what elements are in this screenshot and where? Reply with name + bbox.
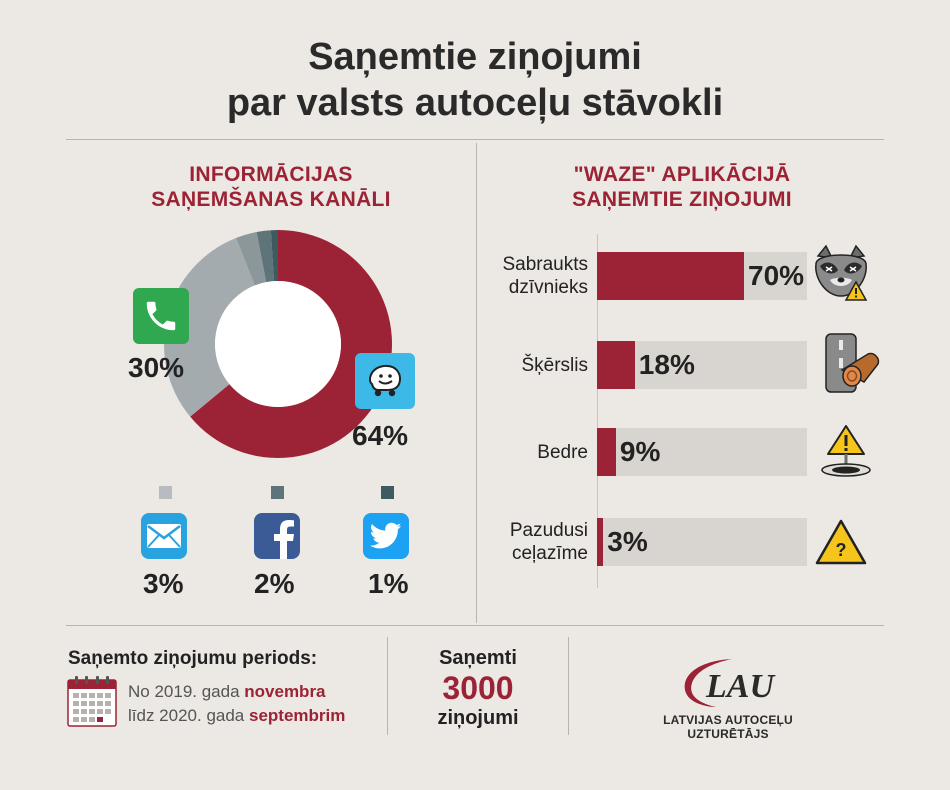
channels-section-title: INFORMĀCIJAS SAŅEMŠANAS KANĀLI — [66, 162, 476, 212]
waze-title-line-2: SAŅEMTIE ZIŅOJUMI — [572, 188, 792, 211]
facebook-icon — [254, 513, 300, 559]
bar-category-label: Pazudusi ceļazīme — [440, 519, 588, 565]
channels-donut-chart — [163, 230, 392, 458]
top-divider — [66, 139, 884, 140]
period-label: Saņemto ziņojumu periods: — [68, 648, 318, 669]
received-unit: ziņojumi — [437, 707, 519, 729]
bar-axis-line — [597, 234, 598, 588]
mail-icon — [141, 513, 187, 559]
lau-logo: LAU — [684, 659, 776, 707]
bar-track — [597, 518, 807, 566]
bar-bedre — [597, 428, 616, 476]
bar-category-label-line: Sabraukts — [502, 254, 588, 275]
bar-value-label: 9% — [619, 436, 661, 467]
bar-value-label: 3% — [607, 526, 648, 557]
raccoon-warning-icon — [815, 244, 868, 301]
waze-section-title: "WAZE" APLIKĀCIJĀ SAŅEMTIE ZIŅOJUMI — [477, 162, 887, 212]
waze-percent-label: 64% — [352, 420, 409, 451]
twitter-percent-label: 1% — [368, 568, 409, 599]
waze-icon — [355, 353, 415, 409]
channels-title-line-2: SAŅEMŠANAS KANĀLI — [151, 188, 391, 211]
calendar-icon — [67, 676, 117, 727]
donut-slice-e-mail — [236, 232, 267, 286]
bar-sabraukts-dz-vnieks — [597, 252, 744, 300]
svg-text:?: ? — [836, 540, 847, 560]
bar-category-label-line: ceļazīme — [511, 543, 588, 564]
bar-track — [597, 428, 807, 476]
facebook-legend-swatch — [271, 486, 284, 499]
mail-legend-swatch — [159, 486, 172, 499]
donut-hole — [215, 281, 341, 407]
period-line-2-prefix: līdz 2020. gada — [128, 706, 249, 725]
missing-sign-icon: ? — [815, 519, 867, 565]
twitter-icon — [363, 513, 409, 559]
phone-percent-label: 30% — [128, 352, 185, 383]
received-count: 3000 — [442, 670, 514, 706]
period-text: No 2019. gada novembra līdz 2020. gada s… — [128, 680, 345, 728]
period-line-1-prefix: No 2019. gada — [128, 682, 245, 701]
period-line-1: No 2019. gada novembra — [128, 680, 345, 704]
title-line-1: Saņemtie ziņojumi — [308, 36, 642, 78]
bar-category-label: Šķērslis — [440, 354, 588, 377]
twitter-legend-swatch — [381, 486, 394, 499]
page-title: Saņemtie ziņojumi par valsts autoceļu st… — [0, 34, 950, 126]
pothole-warning-icon — [821, 425, 871, 477]
road-obstacle-icon — [825, 333, 880, 393]
bar-category-label-line: Pazudusi — [509, 520, 588, 541]
bar-pazudusi-ce-az-me — [597, 518, 604, 566]
donut-slice-facebook — [256, 230, 275, 283]
bar-category-label-line: dzīvnieks — [508, 277, 588, 298]
bar-category-label-line: Bedre — [537, 441, 588, 463]
period-line-2: līdz 2020. gada septembrim — [128, 704, 345, 728]
donut-slice-waze — [190, 230, 392, 458]
footer-divider-1 — [387, 637, 388, 735]
bar-category-label: Bedre — [440, 441, 588, 464]
waze-title-line-1: "WAZE" APLIKĀCIJĀ — [573, 163, 791, 186]
channels-title-line-1: INFORMĀCIJAS — [189, 163, 353, 186]
mail-percent-label: 3% — [143, 568, 184, 599]
bar-category-label-line: Šķērslis — [521, 354, 588, 376]
facebook-percent-label: 2% — [254, 568, 295, 599]
period-start-month: novembra — [244, 682, 326, 701]
org-name: LATVIJAS AUTOCEĻU UZTURĒTĀJS — [663, 713, 793, 741]
received-label: Saņemti — [439, 647, 517, 669]
title-line-2: par valsts autoceļu stāvokli — [226, 82, 724, 124]
bottom-divider — [66, 625, 884, 626]
footer-divider-2 — [568, 637, 569, 735]
bar-category-label: Sabraukts dzīvnieks — [440, 253, 588, 299]
lau-logo-text: LAU — [705, 668, 776, 705]
donut-slice-twitter — [270, 230, 278, 282]
donut-slice-phone — [163, 238, 255, 417]
bar--rslis — [597, 341, 635, 389]
bar-value-label: 18% — [638, 349, 695, 380]
bar-value-label: 70% — [748, 260, 805, 291]
period-end-month: septembrim — [248, 706, 346, 725]
received-count-block: Saņemti 3000 ziņojumi — [388, 646, 568, 730]
center-divider — [476, 143, 477, 623]
phone-icon — [133, 288, 189, 344]
